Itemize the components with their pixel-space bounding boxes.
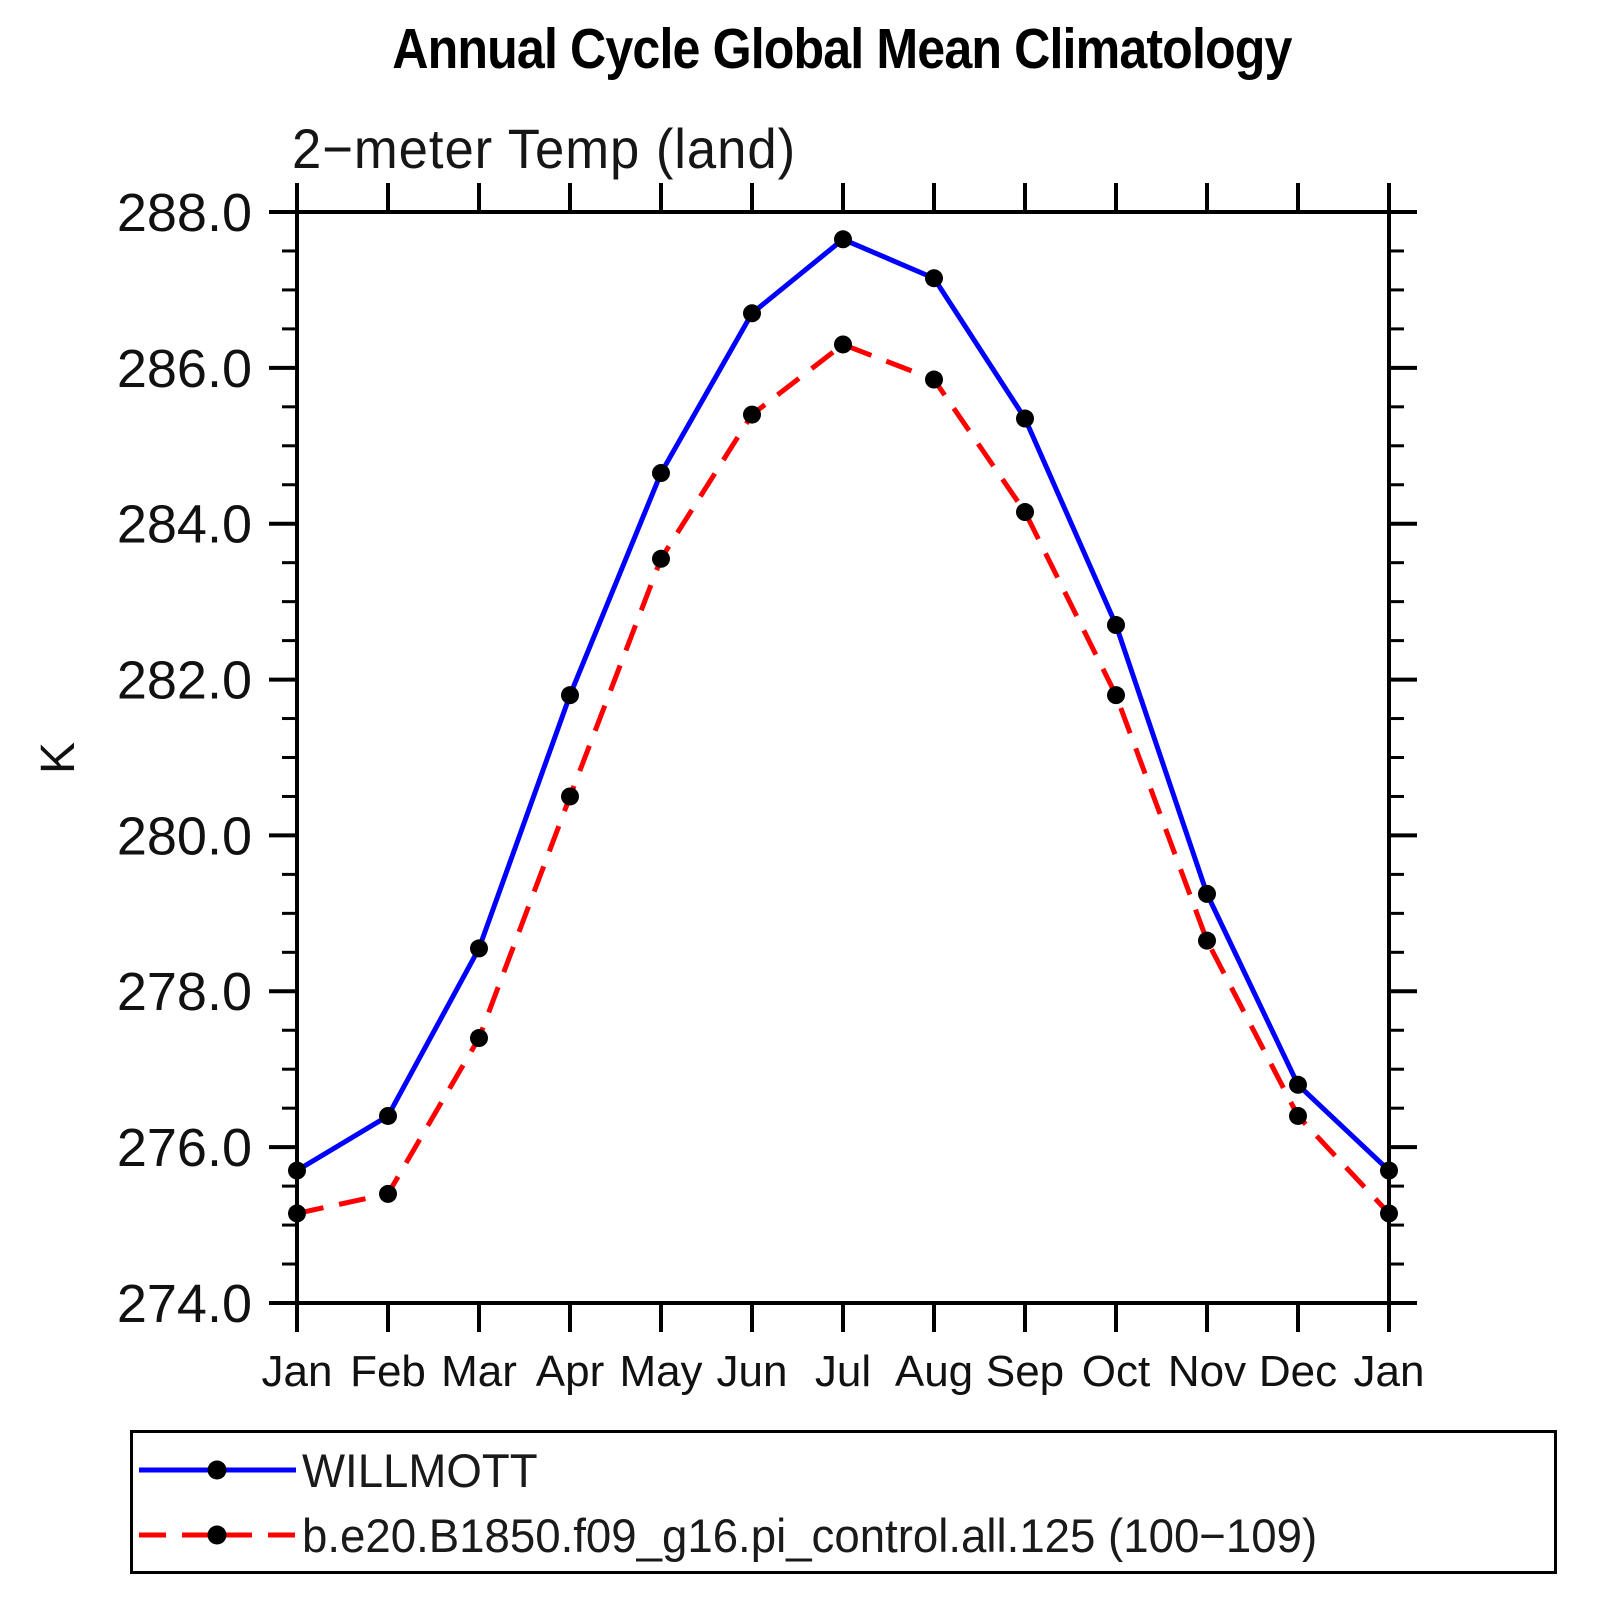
data-point <box>561 787 579 806</box>
x-axis-tick-label: Jul <box>815 1347 871 1396</box>
data-point <box>743 405 761 424</box>
data-point <box>470 1029 488 1048</box>
y-axis-tick-label: 280.0 <box>117 806 252 866</box>
legend-label-willmott: WILLMOTT <box>302 1443 538 1497</box>
plot-frame <box>295 210 1391 1305</box>
x-axis-tick-label: Feb <box>350 1347 426 1396</box>
data-point <box>561 686 579 705</box>
x-axis-tick-label: Dec <box>1259 1347 1337 1396</box>
y-axis-tick-label: 282.0 <box>117 650 252 710</box>
data-point <box>652 464 670 483</box>
data-point <box>743 304 761 323</box>
x-axis-tick-label: Sep <box>986 1347 1064 1396</box>
y-axis-tick-label: 274.0 <box>117 1274 252 1334</box>
data-point <box>379 1106 397 1125</box>
chart-title: Annual Cycle Global Mean Climatology <box>392 17 1292 81</box>
legend-marker-dot <box>207 1525 227 1545</box>
data-point <box>288 1204 306 1223</box>
legend-item-model-run: b.e20.B1850.f09_g16.pi_control.all.125 (… <box>136 1507 1554 1563</box>
data-point <box>925 269 943 288</box>
x-axis-tick-label: Jun <box>717 1347 788 1396</box>
legend-box: WILLMOTT b.e20.B1850.f09_g16.pi_control.… <box>130 1430 1557 1574</box>
chart-subtitle: 2−meter Temp (land) <box>292 117 797 180</box>
x-axis-tick-label: Jan <box>1354 1347 1425 1396</box>
data-point <box>1107 686 1125 705</box>
data-point <box>925 370 943 389</box>
data-point <box>1107 616 1125 635</box>
data-point <box>1380 1204 1398 1223</box>
x-axis-tick-label: Aug <box>895 1347 973 1396</box>
data-point <box>1289 1075 1307 1094</box>
y-axis-tick-label: 276.0 <box>117 1118 252 1178</box>
data-point <box>470 939 488 958</box>
data-point <box>1198 884 1216 903</box>
data-point <box>834 335 852 354</box>
data-point <box>1016 503 1034 522</box>
legend-swatch-dashed-line <box>139 1525 296 1545</box>
y-axis-tick-label: 288.0 <box>117 183 252 243</box>
y-axis-tick-label: 278.0 <box>117 962 252 1022</box>
legend-item-willmott: WILLMOTT <box>136 1442 1554 1498</box>
x-axis-tick-label: Apr <box>536 1347 604 1396</box>
x-axis-tick-label: Nov <box>1168 1347 1246 1396</box>
data-point <box>379 1184 397 1203</box>
data-point <box>1289 1106 1307 1125</box>
legend-swatch-solid-line <box>139 1460 296 1480</box>
data-point <box>1198 931 1216 950</box>
x-axis-tick-label: Oct <box>1082 1347 1150 1396</box>
legend-label-model-run: b.e20.B1850.f09_g16.pi_control.all.125 (… <box>302 1508 1318 1562</box>
data-point <box>834 230 852 249</box>
data-point <box>1016 409 1034 428</box>
y-axis-tick-label: 286.0 <box>117 339 252 399</box>
series-line-0 <box>295 236 1391 1173</box>
data-point <box>652 549 670 568</box>
legend-marker-dot <box>207 1460 227 1480</box>
chart-title-wrap: Annual Cycle Global Mean Climatology <box>71 16 1613 82</box>
x-axis-tick-label: Jan <box>262 1347 333 1396</box>
data-point <box>288 1161 306 1180</box>
y-axis-tick-label: 284.0 <box>117 495 252 555</box>
data-point <box>1380 1161 1398 1180</box>
series-line-1 <box>296 341 1391 1216</box>
x-axis-tick-label: Mar <box>441 1347 517 1396</box>
x-axis-tick-label: May <box>619 1347 702 1396</box>
